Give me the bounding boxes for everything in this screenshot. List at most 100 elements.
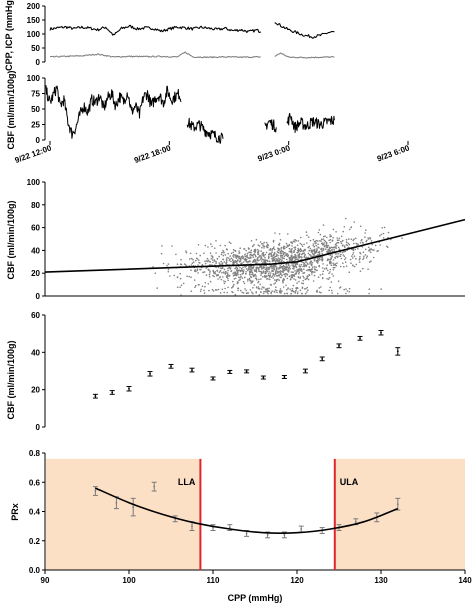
cbf-scatter-point	[280, 246, 283, 249]
cbf-scatter-point	[227, 286, 229, 289]
cbf-scatter-point	[160, 252, 163, 255]
cbf-scatter-point	[283, 252, 285, 254]
cbf-scatter-point	[295, 287, 297, 289]
cbf-scatter-point	[337, 246, 340, 249]
cbf-scatter-point	[275, 258, 277, 260]
cbf-scatter-point	[311, 273, 313, 275]
cbf-scatter-point	[323, 242, 326, 244]
prx-shade-above-ula	[334, 458, 465, 570]
cbf-scatter-point	[290, 248, 292, 251]
cbf-scatter-point	[329, 268, 332, 271]
cbf-scatter-point	[340, 240, 342, 243]
cbf-scatter-point	[273, 275, 276, 277]
cbf-scatter-point	[303, 243, 305, 246]
cbf-scatter-point	[238, 269, 240, 271]
cbf-scatter-point	[283, 273, 285, 276]
cbf-scatter-point	[379, 244, 382, 246]
cbf-scatter-point	[196, 268, 199, 271]
cbf-scatter-point	[290, 250, 293, 252]
cbf-scatter-point	[252, 286, 254, 289]
cbf-scatter-point	[260, 250, 263, 252]
cbf-scatter-point	[301, 292, 303, 295]
cbf-scatter-point	[293, 246, 296, 249]
cbf-scatter-point	[282, 253, 284, 255]
cbf-scatter-point	[290, 278, 292, 280]
cbf-binned-point	[396, 350, 399, 353]
cbf-scatter-point	[239, 266, 241, 269]
cbf-scatter-point	[287, 255, 289, 257]
cbf-scatter-point	[230, 252, 233, 255]
cbf-scatter-point	[239, 278, 241, 281]
cbf-scatter-point	[213, 247, 216, 249]
cbf-scatter-point	[299, 289, 302, 292]
cbf-scatter-point	[325, 246, 328, 248]
cbf-ts-x-tick-label: 9/23 0:00	[256, 143, 291, 163]
cbf-scatter-point	[212, 270, 215, 273]
cbf-scatter-point	[334, 257, 337, 259]
cbf-scatter-point	[332, 247, 334, 249]
cbf-scatter-point	[271, 275, 274, 277]
cbf-scatter-point	[277, 257, 280, 259]
cbf-scatter-point	[245, 271, 247, 273]
cbf-scatter-point	[314, 248, 316, 251]
cbf-scatter-point	[381, 227, 384, 229]
cbf-scatter-point	[281, 267, 284, 269]
cbf-scatter-point	[221, 263, 224, 266]
cbf-scatter-point	[256, 258, 259, 261]
cbf-scatter-point	[368, 288, 371, 291]
cbf-binned-y-tick-label: 40	[31, 348, 40, 357]
cbf-scatter-point	[300, 268, 302, 270]
cbf-scatter-point	[267, 266, 269, 269]
cbf-scatter-point	[343, 226, 346, 228]
cbf-scatter-point	[226, 272, 229, 274]
cbf-scatter-point	[243, 248, 246, 250]
cbf-scatter-point	[227, 269, 229, 272]
cbf-scatter-point	[321, 277, 324, 279]
cbf-scatter-point	[268, 276, 271, 278]
prx-point	[266, 534, 269, 536]
cbf-scatter-point	[320, 258, 322, 261]
cbf-scatter-point	[252, 245, 254, 247]
cbf-scatter-point	[245, 258, 248, 261]
cbf-scatter-point	[204, 244, 207, 247]
cbf-scatter-point	[231, 258, 234, 261]
cbf-scatter-point	[216, 270, 219, 272]
cbf-scatter-point	[293, 268, 295, 270]
cbf-scatter-point	[285, 267, 287, 269]
cbf-scatter-point	[282, 269, 285, 272]
cpp-icp-y-label: CPP, ICP (mmHg)	[4, 0, 14, 71]
cbf-scatter-point	[291, 288, 294, 290]
prx-point	[132, 506, 135, 509]
cbf-scatter-point	[269, 265, 272, 268]
cbf-scatter-point	[266, 243, 269, 245]
cbf-scatter-point	[241, 291, 244, 294]
cbf-scatter-point	[283, 292, 286, 295]
cbf-scatter-point	[235, 255, 238, 257]
cbf-scatter-point	[296, 251, 299, 254]
cbf-scatter-point	[298, 272, 300, 275]
cbf-scatter-point	[350, 226, 353, 228]
cbf-scatter-point	[330, 235, 333, 237]
cbf-binned-point	[321, 357, 324, 360]
cbf-scatter-point	[190, 276, 192, 279]
cbf-scatter-point	[278, 279, 281, 282]
cbf-scatter-point	[282, 281, 284, 284]
prx-point	[245, 532, 248, 535]
cbf-scatter-point	[320, 286, 322, 288]
cbf-scatter-point	[190, 257, 193, 260]
cbf-scatter-point	[277, 249, 280, 251]
cbf-scatter-point	[237, 273, 239, 276]
cbf-scatter-point	[268, 266, 271, 269]
cbf-scatter-point	[245, 273, 247, 275]
cbf-scatter-point	[345, 292, 347, 295]
cbf-scatter-point	[276, 291, 278, 294]
prx-fit-curve	[95, 487, 399, 534]
cbf-scatter-point	[287, 268, 290, 270]
cbf-scatter-point	[323, 235, 325, 238]
cbf-scatter-point	[286, 289, 288, 291]
cbf-scatter-point	[205, 274, 208, 276]
cbf-scatter-point	[249, 289, 252, 291]
cbf-scatter-point	[312, 244, 315, 247]
cbf-scatter-point	[362, 257, 365, 259]
cbf-scatter-point	[363, 255, 365, 258]
